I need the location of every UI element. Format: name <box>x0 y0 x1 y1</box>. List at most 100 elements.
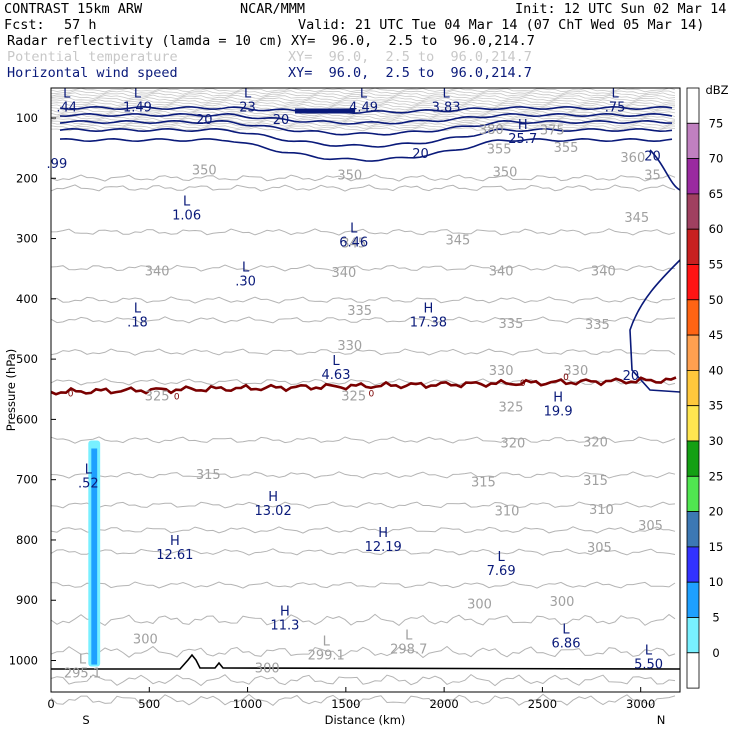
theta-contour <box>50 296 676 304</box>
colorbar-swatch <box>686 299 700 336</box>
wind-contour-label: 20 <box>644 150 661 165</box>
theta-contour-label: 380 <box>479 123 504 138</box>
extremum-type: H <box>424 302 434 317</box>
extremum-type: L <box>242 261 250 276</box>
extremum-type: L <box>79 653 87 668</box>
theta-contour-label: 335 <box>499 317 524 332</box>
extremum-value: 1.49 <box>123 101 152 116</box>
forecast-label: Fcst: <box>4 17 45 33</box>
extremum-type: L <box>442 87 450 102</box>
extremum-value: 4.63 <box>322 368 351 383</box>
colorbar-swatch <box>686 334 700 371</box>
wind-contour-label: 20 <box>196 113 213 128</box>
extremum-type: H <box>518 118 528 133</box>
field-wind-xy: XY= 96.0, 2.5 to 96.0,214.7 <box>288 65 532 81</box>
init-time: Init: 12 UTC Sun 02 Mar 14 <box>515 1 727 17</box>
colorbar-label: 30 <box>709 434 724 448</box>
theta-contour-label: 330 <box>337 339 362 354</box>
zero-contour-label: 0 <box>68 389 74 399</box>
x-tick-label: 500 <box>138 697 160 711</box>
theta-contour-label: 335 <box>585 318 610 333</box>
colorbar-swatch <box>686 440 700 477</box>
reflectivity-column-core <box>91 448 98 665</box>
y-tick-label: 300 <box>16 232 38 246</box>
colorbar-swatch <box>686 264 700 301</box>
wind-contour <box>59 105 673 115</box>
y-tick-label: 100 <box>16 111 38 125</box>
theta-contour <box>50 501 676 509</box>
theta-contour-label: 305 <box>587 541 612 556</box>
extremum-type: L <box>332 354 340 369</box>
wind-contour <box>59 119 672 136</box>
extremum-type: L <box>244 87 252 102</box>
theta-contour-label: 310 <box>495 505 520 520</box>
x-axis-label: Distance (km) <box>325 713 406 727</box>
wind-contour <box>59 137 673 162</box>
theta-contour <box>50 316 676 324</box>
theta-contour-label: 340 <box>489 265 514 280</box>
colorbar-swatch <box>686 652 700 689</box>
theta-contour-label: 350 <box>493 165 518 180</box>
extremum-value: 23 <box>239 101 256 116</box>
theta-contour-label: 325 <box>145 389 170 404</box>
theta-contour <box>50 581 676 589</box>
extremum-value: .99 <box>47 157 68 172</box>
zero-contour-label: 0 <box>520 379 526 389</box>
theta-contour <box>50 228 676 236</box>
colorbar-label: 0 <box>712 646 719 660</box>
extremum-type: L <box>498 550 506 565</box>
colorbar-label: 50 <box>709 293 724 307</box>
colorbar-label: 65 <box>709 187 724 201</box>
colorbar-label: 5 <box>712 611 719 625</box>
theta-contour-label: 375 <box>540 124 565 139</box>
extremum-value: .52 <box>78 477 99 492</box>
theta-contour-lower <box>50 673 676 687</box>
plot-marks: 0 500 1000 1500 2000 2500 30001002003004005006… <box>9 87 681 711</box>
y-axis-label: Pressure (hPa) <box>4 349 18 432</box>
colorbar-swatch <box>686 228 700 265</box>
x-tick-label: 1000 <box>233 697 262 711</box>
field-theta-name: Potential temperature <box>7 49 178 65</box>
extremum-value: 5.50 <box>634 657 663 672</box>
extremum-type: L <box>350 222 358 237</box>
colorbar-label: 10 <box>709 575 724 589</box>
theta-contour <box>50 348 676 356</box>
model-title: CONTRAST 15km ARW <box>4 1 143 17</box>
extremum-type: H <box>268 490 278 505</box>
colorbar-label: 35 <box>709 399 724 413</box>
colorbar-label: 25 <box>709 469 724 483</box>
wind-contour-label: 20 <box>273 113 290 128</box>
y-tick-label: 400 <box>16 292 38 306</box>
x-end-label-south: S <box>82 713 89 727</box>
zero-contour-label: 0 <box>369 389 375 399</box>
extremum-value: 6.46 <box>339 236 368 251</box>
theta-contour <box>50 436 676 444</box>
theta-contour-label: 305 <box>638 519 663 534</box>
theta-contour-lower <box>50 693 676 707</box>
theta-contour <box>50 264 676 272</box>
wind-contour-label: 20 <box>623 369 640 384</box>
extremum-value: 17.38 <box>410 316 447 331</box>
colorbar-label: 15 <box>709 540 724 554</box>
theta-contour-label: 320 <box>583 435 608 450</box>
extremum-value: 295.1 <box>64 667 101 682</box>
theta-contour-label: 300 <box>467 597 492 612</box>
field-reflectivity-name: Radar reflectivity (lamda = 10 cm) <box>7 33 284 49</box>
x-tick-label: 2000 <box>429 697 458 711</box>
extremum-type: H <box>280 604 290 619</box>
y-tick-label: 200 <box>16 171 38 185</box>
theta-contour-label: 330 <box>563 364 588 379</box>
theta-contour-label: 300 <box>255 661 280 676</box>
extremum-type: L <box>134 87 142 102</box>
colorbar-swatch <box>686 122 700 160</box>
forecast-hours: 57 h <box>64 17 97 33</box>
extremum-value: 298.7 <box>390 642 427 657</box>
colorbar-swatch <box>686 475 700 512</box>
extremum-type: L <box>183 194 191 209</box>
theta-contour <box>50 471 676 479</box>
colorbar-swatch <box>686 617 700 654</box>
field-wind-name: Horizontal wind speed <box>7 65 178 81</box>
theta-contour-label: 315 <box>471 476 496 491</box>
